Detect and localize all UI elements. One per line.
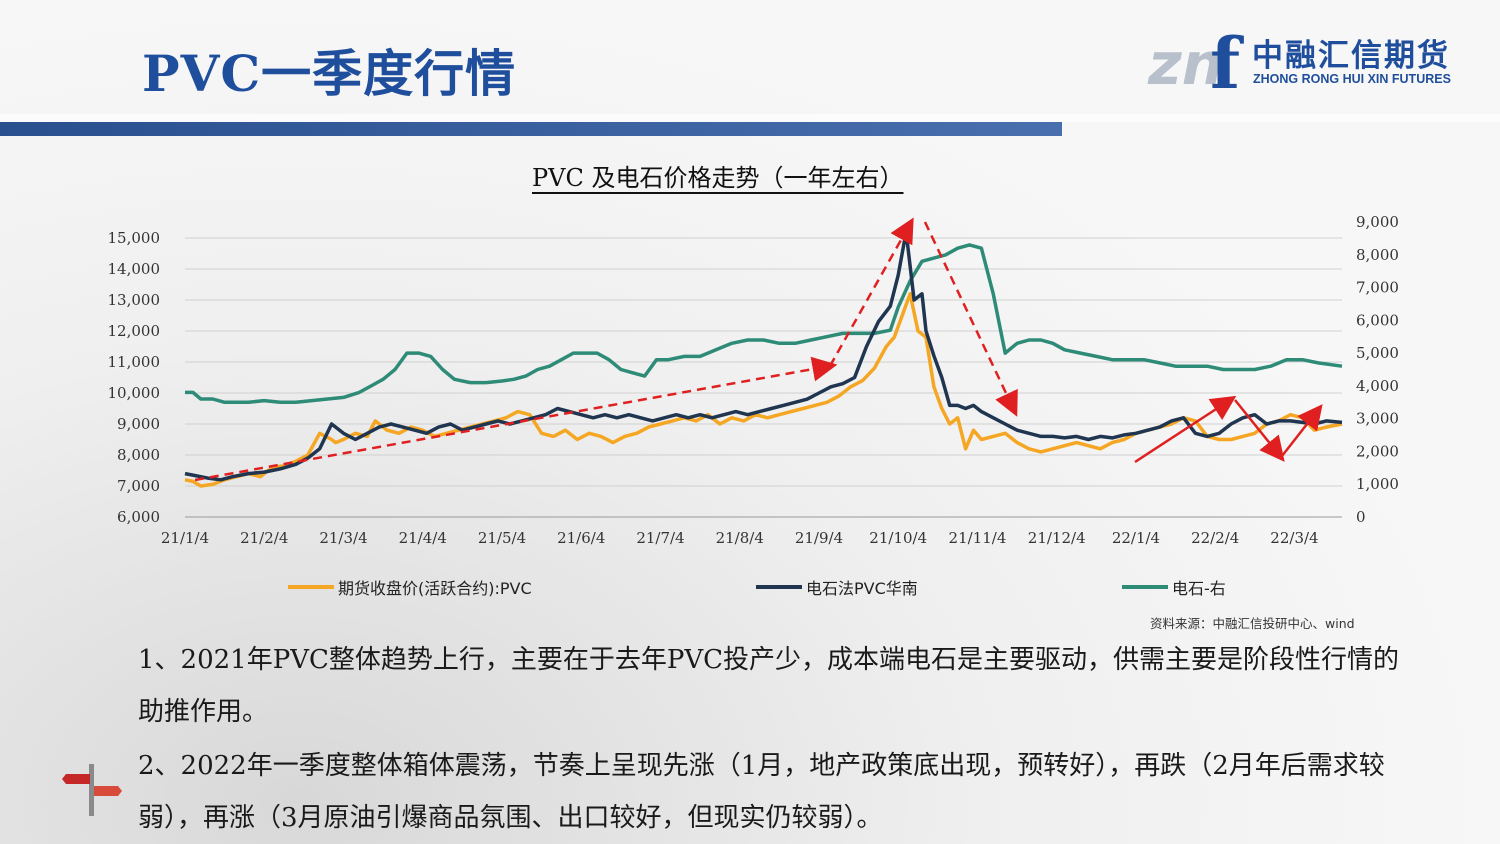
- x-tick-label: 22/1/4: [1112, 529, 1160, 547]
- legend-swatch: [756, 585, 802, 589]
- left-tick-label: 6,000: [117, 508, 160, 526]
- trend-arrow-2022-fall: [1234, 399, 1285, 462]
- right-axis-ticks: 9,000 8,000 7,000 6,000 5,000 4,000 3,000 2,000…: [1356, 213, 1399, 526]
- left-tick-label: 12,000: [108, 322, 161, 340]
- trend-arrows: [194, 217, 1323, 482]
- x-tick-label: 21/1/4: [161, 529, 209, 547]
- legend-swatch: [288, 585, 334, 589]
- legend-item-carbide: 电石-右: [1122, 575, 1226, 599]
- legend-swatch: [1122, 585, 1168, 589]
- logo-chinese-name: 中融汇信期货: [1252, 38, 1450, 74]
- right-tick-label: 7,000: [1356, 279, 1399, 297]
- series-line-2: [185, 243, 1343, 405]
- right-tick-label: 8,000: [1356, 246, 1399, 264]
- header-band: [0, 122, 1062, 136]
- x-axis-ticks: 21/1/4 21/2/4 21/3/4 21/4/4 21/5/4 21/6/4 21/7…: [161, 529, 1319, 547]
- x-tick-label: 22/2/4: [1191, 529, 1239, 547]
- chart-gridlines: [185, 237, 1342, 487]
- x-tick-label: 21/9/4: [795, 529, 843, 547]
- trend-arrow-2022-rise: [1134, 395, 1237, 464]
- series-line-0: [184, 292, 1343, 488]
- signpost-icon: [62, 764, 122, 816]
- x-tick-label: 21/4/4: [399, 529, 447, 547]
- legend-label: 期货收盘价(活跃合约):PVC: [338, 579, 532, 598]
- legend-item-pvc-south: 电石法PVC华南: [756, 575, 918, 599]
- left-tick-label: 7,000: [117, 477, 160, 495]
- x-tick-label: 21/11/4: [949, 529, 1007, 547]
- header-highlight: [0, 114, 1500, 122]
- chart-title: PVC 及电石价格走势（一年左右）: [532, 164, 904, 192]
- right-tick-label: 0: [1356, 508, 1366, 526]
- legend-label: 电石法PVC华南: [806, 579, 918, 598]
- right-tick-label: 5,000: [1356, 344, 1399, 362]
- right-tick-label: 4,000: [1356, 377, 1399, 395]
- paragraph-1: 1、2021年PVC整体趋势上行，主要在于去年PVC投产少，成本端电石是主要驱动…: [138, 645, 1400, 727]
- right-tick-label: 1,000: [1356, 475, 1399, 493]
- trend-arrow-2022-rise2: [1281, 404, 1323, 457]
- left-tick-label: 14,000: [108, 260, 161, 278]
- trend-arrow-up-2021: [194, 356, 838, 482]
- right-tick-label: 3,000: [1356, 410, 1399, 428]
- trend-arrow-spike-up: [828, 217, 914, 367]
- series-lines: [184, 230, 1343, 488]
- logo-mark: zn: [1148, 30, 1224, 98]
- left-tick-label: 15,000: [108, 229, 161, 247]
- right-tick-label: 9,000: [1356, 213, 1399, 231]
- left-tick-label: 11,000: [108, 353, 161, 371]
- x-tick-label: 21/6/4: [557, 529, 605, 547]
- logo-letter: f: [1210, 22, 1241, 105]
- x-tick-label: 21/2/4: [240, 529, 288, 547]
- data-source: 资料来源：中融汇信投研中心、wind: [1150, 616, 1355, 631]
- x-tick-label: 21/3/4: [319, 529, 367, 547]
- x-tick-label: 21/8/4: [716, 529, 764, 547]
- left-tick-label: 10,000: [108, 384, 161, 402]
- series-line-1: [184, 230, 1343, 482]
- logo-english-name: ZHONG RONG HUI XIN FUTURES: [1253, 72, 1451, 86]
- left-tick-label: 9,000: [117, 415, 160, 433]
- x-tick-label: 21/10/4: [869, 529, 927, 547]
- x-tick-label: 21/5/4: [478, 529, 526, 547]
- legend-item-pvc-futures: 期货收盘价(活跃合约):PVC: [288, 575, 532, 599]
- left-tick-label: 8,000: [117, 446, 160, 464]
- x-tick-label: 21/7/4: [636, 529, 684, 547]
- left-tick-label: 13,000: [108, 291, 161, 309]
- x-tick-label: 22/3/4: [1270, 529, 1318, 547]
- page-title: PVC一季度行情: [142, 44, 517, 103]
- right-tick-label: 2,000: [1356, 442, 1399, 460]
- paragraph-2: 2、2022年一季度整体箱体震荡，节奏上呈现先涨（1月，地产政策底出现，预转好）…: [138, 751, 1385, 833]
- legend-label: 电石-右: [1172, 579, 1226, 598]
- left-axis-ticks: 15,000 14,000 13,000 12,000 11,000 10,000 9,00…: [108, 229, 161, 526]
- right-tick-label: 6,000: [1356, 311, 1399, 329]
- trend-arrow-spike-down: [923, 221, 1018, 417]
- x-tick-label: 21/12/4: [1028, 529, 1086, 547]
